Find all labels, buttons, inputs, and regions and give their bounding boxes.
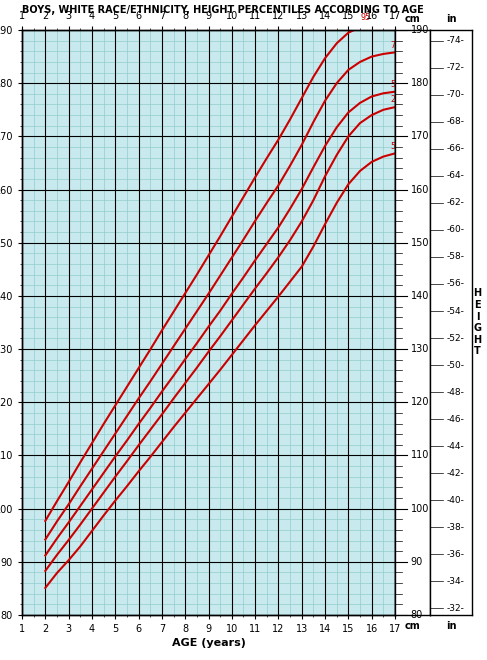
Text: 110: 110: [411, 451, 429, 461]
Text: 160: 160: [411, 185, 429, 195]
Text: -50-: -50-: [447, 360, 465, 370]
Text: -60-: -60-: [447, 226, 465, 234]
Text: -74-: -74-: [447, 36, 465, 46]
Text: 5: 5: [391, 142, 395, 150]
Text: 140: 140: [411, 291, 429, 301]
Text: 90: 90: [411, 557, 423, 567]
Text: -64-: -64-: [447, 172, 465, 180]
Text: -40-: -40-: [447, 496, 465, 505]
Text: 100: 100: [411, 504, 429, 513]
Text: 25: 25: [391, 96, 400, 104]
Text: -52-: -52-: [447, 333, 465, 343]
Text: cm: cm: [405, 14, 420, 24]
Text: -54-: -54-: [447, 306, 465, 315]
Text: -72-: -72-: [447, 63, 465, 73]
Text: -42-: -42-: [447, 469, 465, 478]
Text: -70-: -70-: [447, 90, 465, 100]
Text: 190: 190: [411, 25, 429, 35]
Text: 95: 95: [360, 13, 370, 22]
Text: -34-: -34-: [447, 577, 465, 585]
Text: 180: 180: [411, 78, 429, 88]
Text: -44-: -44-: [447, 442, 465, 451]
Text: -56-: -56-: [447, 279, 465, 288]
Text: cm: cm: [405, 621, 420, 631]
Text: 50: 50: [391, 80, 400, 89]
Text: -36-: -36-: [447, 550, 465, 558]
Text: 120: 120: [411, 397, 429, 407]
Text: 170: 170: [411, 131, 429, 141]
Text: -58-: -58-: [447, 253, 465, 261]
Text: -68-: -68-: [447, 117, 465, 127]
Text: -38-: -38-: [447, 523, 465, 532]
Text: -62-: -62-: [447, 199, 465, 207]
Text: 75: 75: [391, 41, 400, 50]
X-axis label: AGE (years): AGE (years): [171, 638, 245, 648]
Text: -66-: -66-: [447, 145, 465, 153]
Text: 130: 130: [411, 344, 429, 354]
Text: H
E
I
G
H
T: H E I G H T: [473, 288, 482, 356]
Text: in: in: [446, 621, 456, 631]
Text: 80: 80: [411, 610, 423, 620]
Text: 150: 150: [411, 238, 429, 248]
Text: -48-: -48-: [447, 387, 465, 397]
Text: in: in: [446, 14, 456, 24]
Text: -32-: -32-: [447, 604, 465, 612]
Text: -46-: -46-: [447, 414, 465, 424]
Text: BOYS, WHITE RACE/ETHNICITY, HEIGHT PERCENTILES ACCORDING TO AGE: BOYS, WHITE RACE/ETHNICITY, HEIGHT PERCE…: [22, 5, 424, 15]
